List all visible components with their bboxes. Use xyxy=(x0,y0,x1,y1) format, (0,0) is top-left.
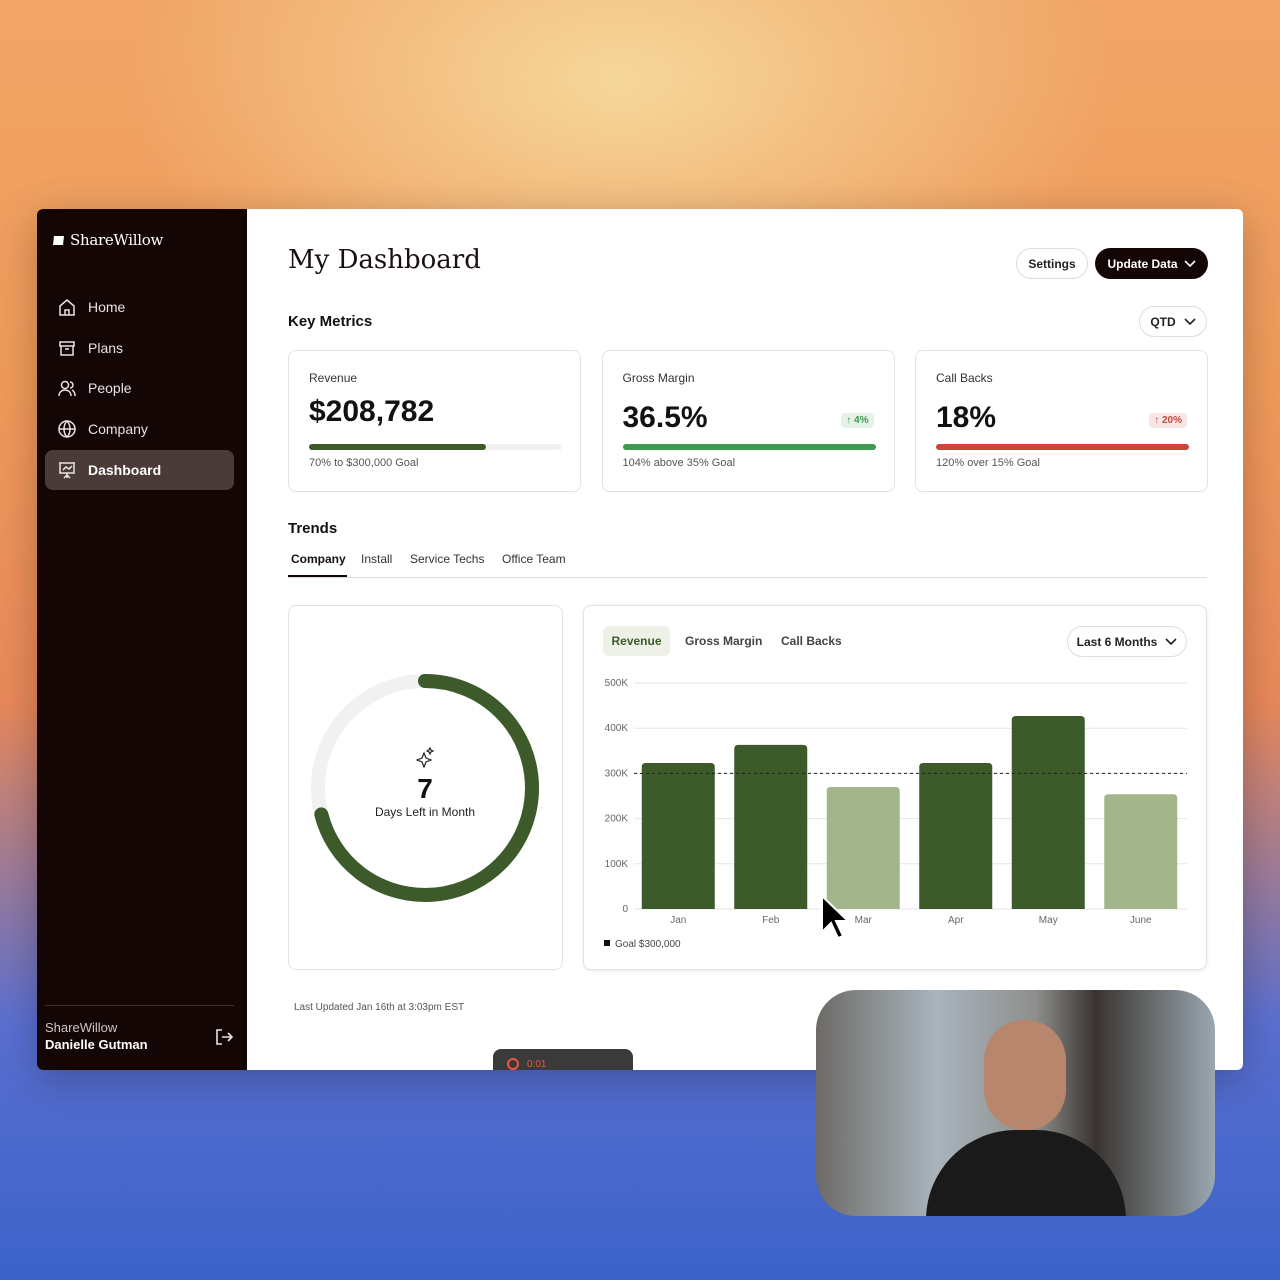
nav-label: People xyxy=(88,380,132,396)
days-label: Days Left in Month xyxy=(375,805,475,819)
days-ring: 7 Days Left in Month xyxy=(311,674,539,902)
nav-item[interactable]: Company xyxy=(45,409,234,449)
tabs-rule xyxy=(288,577,1207,578)
bar xyxy=(641,763,715,909)
button-label: Update Data xyxy=(1107,256,1178,271)
metric-card: Revenue $208,782 70% to $300,000 Goal xyxy=(288,350,581,492)
progress-bar xyxy=(309,444,487,450)
metric-note: 104% above 35% Goal xyxy=(622,457,736,469)
metric-card: Gross Margin 36.5% ↑ 4% 104% above 35% Goal xyxy=(601,350,895,492)
chart-tab[interactable]: Call Backs xyxy=(781,634,842,648)
chart-card: Revenue Gross Margin Call Backs Last 6 M… xyxy=(583,605,1207,970)
nav-item[interactable]: Dashboard xyxy=(45,450,234,490)
brand: ShareWillow xyxy=(52,231,163,249)
x-tick-label: Jan xyxy=(670,915,686,926)
metric-value: 18% xyxy=(936,401,997,434)
metric-label: Gross Margin xyxy=(622,371,695,385)
chart-tab[interactable]: Revenue xyxy=(603,626,670,656)
divider xyxy=(45,1005,234,1006)
nav-label: Dashboard xyxy=(88,462,162,478)
bar xyxy=(1011,715,1085,909)
period-label: QTD xyxy=(1150,314,1176,329)
progress-track xyxy=(936,444,1189,450)
progress-bar xyxy=(622,444,876,450)
trend-tab[interactable]: Company xyxy=(291,552,346,566)
metric-badge: ↑ 20% xyxy=(1149,413,1187,428)
metric-label: Revenue xyxy=(309,371,358,385)
x-tick-label: June xyxy=(1130,915,1152,926)
metric-value: 36.5% xyxy=(622,401,708,434)
nav-label: Company xyxy=(88,421,148,437)
metric-value: $208,782 xyxy=(309,395,435,428)
nav-label: Plans xyxy=(88,340,124,356)
progress-track xyxy=(622,444,876,450)
brand-logo xyxy=(53,235,64,245)
metric-note: 70% to $300,000 Goal xyxy=(309,457,419,469)
bar xyxy=(1104,794,1178,909)
y-tick-label: 100K xyxy=(605,859,629,870)
days-left-card: 7 Days Left in Month xyxy=(288,605,563,970)
account-user: Danielle Gutman xyxy=(45,1037,148,1052)
progress-bar xyxy=(936,444,1189,450)
y-tick-label: 0 xyxy=(622,904,628,915)
trend-tab[interactable]: Install xyxy=(361,552,393,566)
x-tick-label: Feb xyxy=(762,915,780,926)
ring-progress xyxy=(311,674,539,902)
x-tick-label: Apr xyxy=(948,915,964,926)
bar xyxy=(734,744,808,909)
settings-button[interactable]: Settings xyxy=(1016,248,1088,279)
nav-item[interactable]: Plans xyxy=(45,328,234,368)
range-dropdown[interactable]: Last 6 Months xyxy=(1067,626,1187,657)
mouse-cursor xyxy=(821,893,851,940)
metric-badge: ↑ 4% xyxy=(841,413,874,428)
brand-name: ShareWillow xyxy=(70,231,164,249)
metric-note: 120% over 15% Goal xyxy=(936,457,1040,469)
last-updated: Last Updated Jan 16th at 3:03pm EST xyxy=(294,1002,465,1013)
y-tick-label: 200K xyxy=(605,814,629,825)
tab-underline xyxy=(288,575,347,577)
bar xyxy=(919,763,993,909)
range-label: Last 6 Months xyxy=(1076,634,1158,649)
sidebar: ShareWillow Home Plans People Company Da… xyxy=(37,209,247,1070)
trend-tab[interactable]: Office Team xyxy=(502,552,566,566)
metric-card: Call Backs 18% ↑ 20% 120% over 15% Goal xyxy=(915,350,1208,492)
bar-chart: 0 100K 200K 300K 400K 500K Jan Feb Mar Apr May June… xyxy=(604,678,1187,950)
progress-track xyxy=(309,444,562,450)
logout-icon[interactable] xyxy=(214,1027,234,1047)
nav-item[interactable]: Home xyxy=(45,287,234,327)
recorder-toolbar: 0:01 xyxy=(493,1049,633,1070)
app-window: ShareWillow Home Plans People Company Da… xyxy=(37,209,1243,1070)
section-title: Trends xyxy=(288,520,338,537)
section-title: Key Metrics xyxy=(288,313,373,330)
recorder-time: 0:01 xyxy=(527,1058,547,1070)
legend-swatch xyxy=(604,940,610,946)
badge-text: 20% xyxy=(1161,415,1182,426)
y-tick-label: 400K xyxy=(605,723,629,734)
bar xyxy=(826,786,900,909)
y-tick-label: 500K xyxy=(605,678,629,689)
x-tick-label: May xyxy=(1039,915,1058,926)
account-company: ShareWillow xyxy=(45,1020,118,1035)
y-tick-label: 300K xyxy=(605,768,629,779)
x-tick-label: Mar xyxy=(855,915,873,926)
legend-label: Goal $300,000 xyxy=(615,939,681,950)
period-dropdown[interactable]: QTD xyxy=(1139,306,1207,337)
badge-text: 4% xyxy=(854,415,869,426)
metric-label: Call Backs xyxy=(936,371,993,385)
chart-tab[interactable]: Gross Margin xyxy=(685,634,763,648)
nav-item[interactable]: People xyxy=(45,368,234,408)
nav-label: Home xyxy=(88,299,126,315)
webcam-overlay xyxy=(816,990,1215,1216)
days-value: 7 xyxy=(417,773,433,804)
trend-tab[interactable]: Service Techs xyxy=(410,552,485,566)
page-title: My Dashboard xyxy=(288,245,481,275)
update-button[interactable]: Update Data xyxy=(1095,248,1208,279)
